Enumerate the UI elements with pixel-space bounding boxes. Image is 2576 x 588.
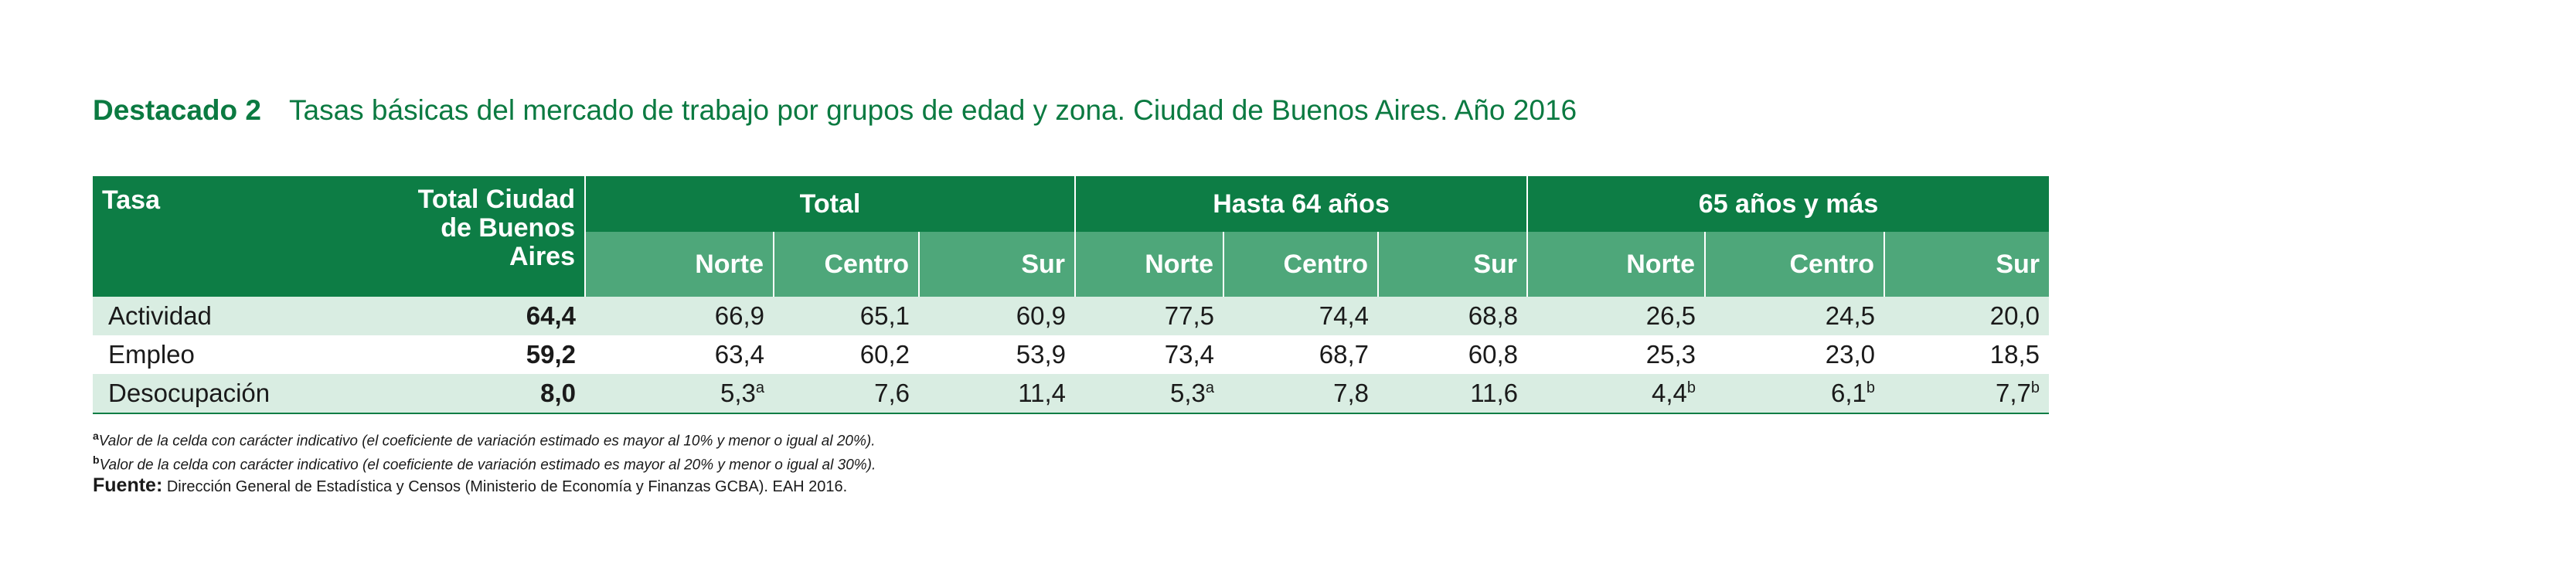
header-total-ciudad: Total Ciudad de Buenos Aires	[397, 176, 585, 297]
footnote-a-text: Valor de la celda con carácter indicativ…	[98, 433, 876, 450]
cell-total-sur: 53,9	[1016, 340, 1067, 369]
header-zone-norte: Norte	[584, 232, 774, 297]
cell-hasta64-norte: 5,3a	[1075, 374, 1224, 414]
header-zone-norte: Norte	[1526, 232, 1706, 297]
cell-total-centro: 7,6	[774, 374, 919, 414]
header-group-total: Total	[584, 176, 1076, 232]
footnote-b-text: Valor de la celda con carácter indicativ…	[99, 457, 876, 474]
cell-65mas-centro: 24,5	[1705, 297, 1885, 335]
cell-65mas-sur: 7,7b	[1884, 374, 2050, 414]
header-zone-centro: Centro	[1223, 232, 1379, 297]
title-label: Destacado 2	[93, 94, 261, 126]
table-row-desocupacion: Desocupación 8,0 5,3a 7,6 11,4 5,3a 7,8 …	[93, 374, 2050, 414]
footnote-a: aValor de la celda con carácter indicati…	[93, 427, 876, 450]
cell-hasta64-sur: 68,8	[1378, 297, 1528, 335]
header-zone-centro: Centro	[1704, 232, 1885, 297]
cell-65mas-norte: 4,4b	[1527, 374, 1706, 414]
footnotes: aValor de la celda con carácter indicati…	[93, 427, 876, 475]
cell-total-norte: 63,4	[714, 340, 764, 369]
table-row-actividad: Actividad 64,4 66,9 65,1 60,9 77,5 74,4 …	[93, 297, 2050, 335]
cell-hasta64-centro: 74,4	[1223, 297, 1379, 335]
cell-total-norte: 66,9	[585, 297, 774, 335]
cell-total-centro: 60,2	[859, 340, 910, 369]
table-row-empleo: Empleo 59,2 63,4 60,2 53,9 73,4 68,7 60,…	[93, 335, 2049, 374]
source-note: Fuente: Dirección General de Estadística…	[93, 474, 847, 497]
header-group-65-y-mas: 65 años y más	[1526, 176, 2050, 232]
cell-65mas-sur: 18,5	[1989, 340, 2040, 369]
footnote-b: bValor de la celda con carácter indicati…	[93, 450, 876, 474]
cell-hasta64-norte: 77,5	[1075, 297, 1224, 335]
data-table: Tasa Total Ciudad de Buenos Aires Total …	[93, 176, 2050, 414]
table-title: Destacado 2 Tasas básicas del mercado de …	[93, 94, 1577, 127]
header-group-hasta-64: Hasta 64 años	[1074, 176, 1528, 232]
header-zone-sur: Sur	[917, 232, 1076, 297]
cell-total-ciudad: 59,2	[526, 340, 576, 369]
cell-total-norte: 5,3a	[585, 374, 774, 414]
cell-total-ciudad: 64,4	[397, 297, 585, 335]
cell-hasta64-centro: 7,8	[1223, 374, 1379, 414]
header-zone-sur: Sur	[1884, 232, 2050, 297]
cell-65mas-norte: 25,3	[1645, 340, 1696, 369]
cell-total-centro: 65,1	[774, 297, 919, 335]
header-zone-centro: Centro	[773, 232, 919, 297]
title-text: Tasas básicas del mercado de trabajo por…	[289, 94, 1577, 126]
cell-hasta64-sur: 11,6	[1378, 374, 1528, 414]
cell-total-sur: 60,9	[919, 297, 1076, 335]
cell-65mas-centro: 23,0	[1825, 340, 1876, 369]
source-label: Fuente:	[93, 474, 163, 496]
cell-65mas-sur: 20,0	[1884, 297, 2050, 335]
cell-hasta64-norte: 73,4	[1164, 340, 1215, 369]
header-zone-norte: Norte	[1074, 232, 1224, 297]
footnote-a-mark: a	[93, 430, 99, 442]
cell-65mas-centro: 6,1b	[1705, 374, 1885, 414]
cell-hasta64-sur: 60,8	[1468, 340, 1519, 369]
footnote-b-mark: b	[93, 454, 100, 467]
row-label: Desocupación	[93, 374, 397, 414]
cell-hasta64-centro: 68,7	[1319, 340, 1370, 369]
cell-total-ciudad: 8,0	[397, 374, 585, 414]
header-zone-sur: Sur	[1377, 232, 1528, 297]
row-label: Actividad	[93, 297, 397, 335]
header-tasa: Tasa	[93, 176, 397, 297]
cell-total-sur: 11,4	[919, 374, 1076, 414]
source-text: Dirección General de Estadística y Censo…	[166, 478, 848, 495]
row-label: Empleo	[108, 340, 195, 369]
cell-65mas-norte: 26,5	[1527, 297, 1706, 335]
